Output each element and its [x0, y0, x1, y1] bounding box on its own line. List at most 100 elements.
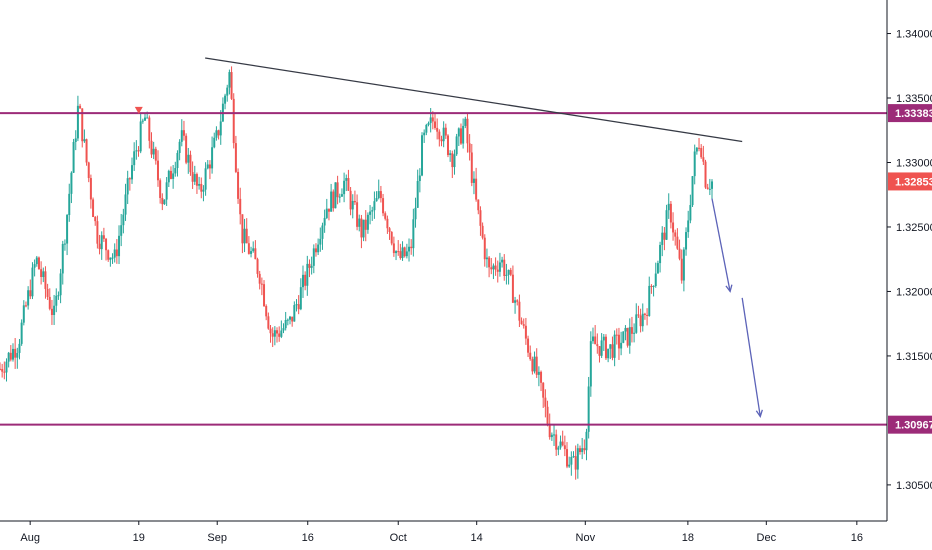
candle-body [643, 313, 646, 315]
candle-body [661, 232, 664, 245]
candle-body [537, 371, 540, 375]
candle-body [531, 359, 534, 372]
candle-body [321, 225, 324, 239]
candle-body [187, 154, 190, 163]
candle-body [620, 342, 623, 349]
y-tick-label: 1.32000 [896, 286, 932, 298]
candle-body [674, 232, 677, 237]
candle-body [604, 336, 607, 359]
candle-body [501, 259, 504, 263]
candle-body [574, 456, 577, 470]
candle-body [488, 257, 491, 268]
candle-body [87, 162, 90, 179]
candle-body [286, 319, 289, 321]
candle-body [505, 274, 508, 276]
candle-body [656, 263, 659, 274]
candle-body [0, 368, 1, 370]
candle-body [314, 248, 317, 253]
candle-body [446, 135, 449, 156]
candle-body [669, 203, 672, 223]
candle-body [395, 251, 398, 254]
candle-body [327, 208, 330, 212]
candle-body [706, 187, 709, 189]
candle-body [195, 174, 198, 186]
candle-body [31, 267, 34, 297]
candle-body [178, 141, 181, 153]
candle-body [128, 178, 131, 180]
y-tick-label: 1.31500 [896, 351, 932, 363]
candle-body [5, 361, 8, 373]
candle-body [74, 138, 77, 143]
candle-body [68, 193, 71, 216]
candle-body [109, 257, 112, 260]
candle-body [617, 334, 620, 349]
candle-body [652, 286, 655, 288]
candle-body [189, 154, 192, 173]
candle-body [312, 248, 315, 266]
candle-body [343, 180, 346, 195]
y-tick-label: 1.30500 [896, 480, 932, 492]
candle-body [384, 213, 387, 219]
candle-body [418, 175, 421, 182]
candle-body [479, 210, 482, 226]
candle-body [256, 259, 259, 274]
resistance-trendline[interactable] [205, 57, 743, 143]
candle-body [695, 147, 698, 152]
candle-body [133, 151, 136, 166]
candle-body [48, 296, 51, 309]
level-price-badge-label: 1.30967 [895, 420, 932, 432]
candle-body [163, 199, 166, 205]
candle-body [137, 150, 140, 152]
candle-body [198, 183, 201, 186]
candle-body [72, 142, 75, 173]
candle-body [607, 348, 610, 359]
candle-body [550, 434, 553, 438]
candle-body [66, 215, 69, 244]
candle-body [254, 248, 257, 260]
candle-body [498, 262, 501, 272]
candle-body [369, 211, 372, 215]
candle-body [615, 334, 618, 336]
candle-body [174, 168, 177, 174]
x-tick-label: 16 [851, 532, 863, 544]
candle-body [59, 273, 62, 296]
candle-body [576, 448, 579, 470]
candle-body [555, 434, 558, 450]
candle-body [377, 191, 380, 199]
candle-body [481, 225, 484, 238]
time-axis[interactable]: Aug 19 Sep 16 Oct 14 Nov 18 Dec 16 [20, 521, 863, 544]
candle-body [176, 152, 179, 169]
candle-body [639, 315, 642, 327]
level-price-badge [888, 415, 932, 434]
candle-body [700, 148, 703, 158]
candle-body [698, 147, 701, 149]
candle-body [485, 257, 488, 260]
candle-body [115, 249, 118, 257]
candle-body [148, 117, 151, 141]
price-axis[interactable]: 1.34000 1.33500 1.33000 1.32500 1.32000 1.315… [887, 29, 932, 492]
candle-body [40, 269, 43, 278]
candle-body [358, 218, 361, 227]
candle-body [429, 117, 432, 124]
candle-body [172, 173, 175, 179]
candle-body [464, 118, 467, 126]
candle-body [336, 182, 339, 198]
candle-body [568, 464, 571, 467]
candle-body [269, 328, 272, 334]
candle-body [182, 130, 185, 136]
candle-body [295, 304, 298, 306]
candle-body [689, 205, 692, 221]
candle-body [470, 152, 473, 183]
candle-body [211, 147, 214, 169]
candle-body [217, 130, 220, 136]
candle-body [412, 219, 415, 249]
candle-body [600, 340, 603, 356]
candle-body [641, 313, 644, 327]
candle-body [676, 236, 679, 249]
triangle-down-icon [134, 106, 143, 114]
candle-body [239, 198, 242, 215]
candle-body [63, 243, 66, 245]
x-tick-label: 14 [471, 532, 483, 544]
candle-body [122, 214, 125, 226]
